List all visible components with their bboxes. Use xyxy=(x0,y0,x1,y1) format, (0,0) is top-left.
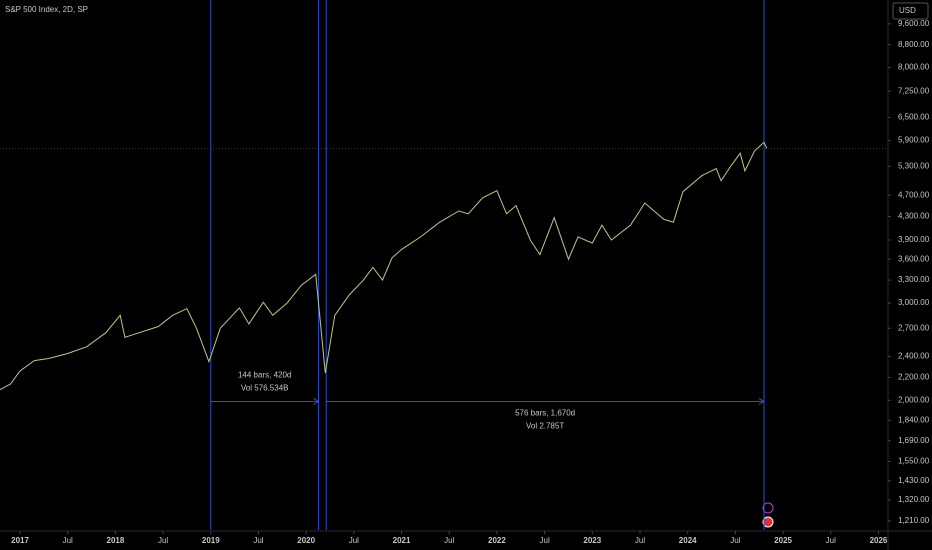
x-tick-label: 2022 xyxy=(488,536,506,545)
x-tick-label: 2023 xyxy=(583,536,601,545)
currency-box[interactable] xyxy=(892,2,929,20)
y-tick-label: 2,200.00 xyxy=(898,373,930,382)
y-tick-label: 3,900.00 xyxy=(898,235,930,244)
x-tick-label: 2017 xyxy=(11,536,29,545)
y-tick-label: 6,500.00 xyxy=(898,112,930,121)
measure-label: 576 bars, 1,670d xyxy=(515,409,575,418)
y-tick-label: 1,690.00 xyxy=(898,436,930,445)
x-tick-label: Jul xyxy=(253,536,263,545)
measure-arrow-head xyxy=(758,398,765,405)
x-tick-label: 2025 xyxy=(774,536,792,545)
x-tick-label: 2019 xyxy=(202,536,220,545)
y-tick-label: 3,300.00 xyxy=(898,275,930,284)
x-tick-label: 2024 xyxy=(679,536,697,545)
x-tick-label: Jul xyxy=(63,536,73,545)
y-tick-label: 2,700.00 xyxy=(898,323,930,332)
y-tick-label: 1,840.00 xyxy=(898,415,930,424)
y-tick-label: 1,210.00 xyxy=(898,516,930,525)
x-tick-label: Jul xyxy=(635,536,645,545)
x-tick-label: 2021 xyxy=(393,536,411,545)
x-tick-label: Jul xyxy=(158,536,168,545)
x-tick-label: 2026 xyxy=(870,536,888,545)
x-tick-label: Jul xyxy=(730,536,740,545)
measure-volume: Vol 576.534B xyxy=(241,384,289,393)
y-tick-label: 5,900.00 xyxy=(898,136,930,145)
price-line xyxy=(0,141,768,391)
y-tick-label: 4,700.00 xyxy=(898,190,930,199)
y-tick-label: 8,800.00 xyxy=(898,40,930,49)
event-icon[interactable] xyxy=(762,502,774,514)
event-icon[interactable] xyxy=(762,516,774,528)
x-tick-label: Jul xyxy=(826,536,836,545)
x-tick-label: Jul xyxy=(444,536,454,545)
x-tick-label: Jul xyxy=(349,536,359,545)
y-tick-label: 1,430.00 xyxy=(898,476,930,485)
y-tick-label: 4,300.00 xyxy=(898,212,930,221)
y-tick-label: 2,400.00 xyxy=(898,352,930,361)
y-tick-label: 1,320.00 xyxy=(898,495,930,504)
x-tick-label: 2020 xyxy=(297,536,315,545)
y-tick-label: 7,250.00 xyxy=(898,86,930,95)
y-tick-label: 5,300.00 xyxy=(898,161,930,170)
x-tick-label: Jul xyxy=(540,536,550,545)
y-tick-label: 9,600.00 xyxy=(898,19,930,28)
y-tick-label: 2,000.00 xyxy=(898,395,930,404)
measure-label: 144 bars, 420d xyxy=(238,371,291,380)
measure-volume: Vol 2.785T xyxy=(526,422,564,431)
y-tick-label: 1,550.00 xyxy=(898,457,930,466)
y-tick-label: 3,600.00 xyxy=(898,254,930,263)
measure-arrow-head xyxy=(313,398,320,405)
chart-title: S&P 500 Index, 2D, SP xyxy=(5,5,88,14)
y-tick-label: 3,000.00 xyxy=(898,298,930,307)
currency[interactable]: USD xyxy=(899,6,916,15)
x-tick-label: 2018 xyxy=(107,536,125,545)
y-tick-label: 8,000.00 xyxy=(898,63,930,72)
